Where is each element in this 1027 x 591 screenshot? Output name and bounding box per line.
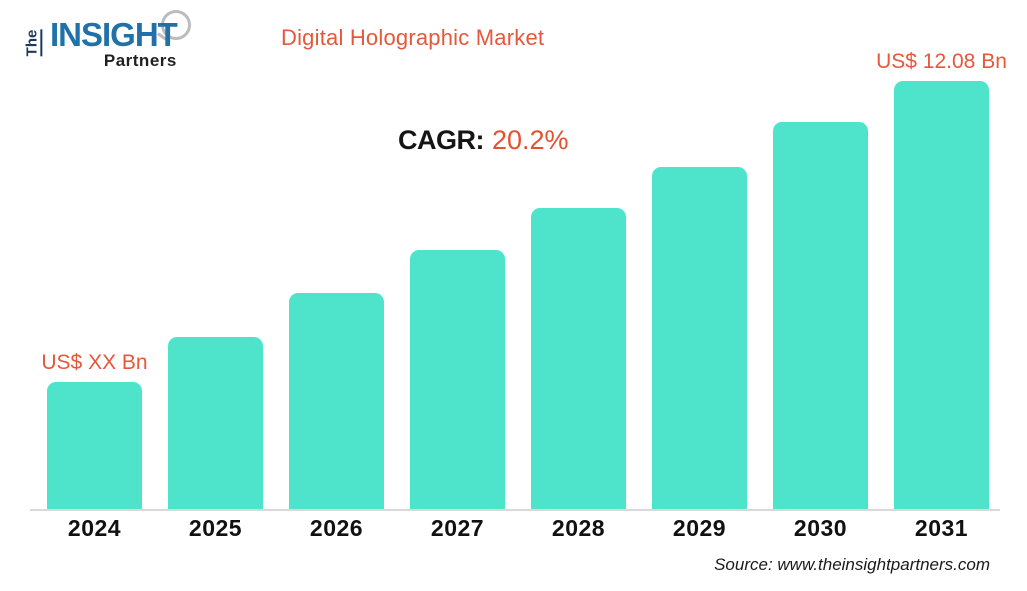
x-tick-label-2029: 2029 bbox=[672, 515, 727, 541]
bar-2030 bbox=[773, 122, 868, 510]
bar-value-label-2024: US$ XX Bn bbox=[41, 351, 148, 374]
x-tick-label-2024: 2024 bbox=[67, 515, 122, 541]
chart-title: Digital Holographic Market bbox=[281, 25, 545, 50]
x-axis-labels: 2024 2025 2026 2027 2028 2029 2030 2031 bbox=[0, 515, 1027, 545]
brand-logo-partners: Partners bbox=[103, 50, 177, 70]
cagr-annotation: CAGR: 20.2% bbox=[398, 125, 569, 156]
brand-logo-main: INSIGHT Partners bbox=[50, 10, 191, 71]
bar-2027 bbox=[410, 250, 505, 510]
bar-2025 bbox=[168, 337, 263, 510]
brand-logo: The INSIGHT Partners bbox=[18, 8, 198, 82]
bar-2029 bbox=[652, 167, 747, 510]
magnifier-icon bbox=[160, 10, 191, 40]
bar-2028 bbox=[531, 208, 626, 510]
bar-2026 bbox=[289, 293, 384, 510]
x-tick-label-2030: 2030 bbox=[793, 515, 848, 541]
bar-value-label-2031: US$ 12.08 Bn bbox=[876, 50, 1007, 73]
x-tick-label-2025: 2025 bbox=[188, 515, 243, 541]
x-tick-label-2028: 2028 bbox=[551, 515, 606, 541]
x-tick-label-2031: 2031 bbox=[914, 515, 969, 541]
source-note: Source: www.theinsightpartners.com bbox=[714, 555, 990, 574]
cagr-label: CAGR: bbox=[398, 125, 485, 155]
cagr-value: 20.2% bbox=[492, 125, 569, 155]
x-tick-label-2026: 2026 bbox=[309, 515, 364, 541]
brand-logo-the: The bbox=[23, 29, 43, 57]
x-tick-label-2027: 2027 bbox=[430, 515, 485, 541]
bar-2031 bbox=[894, 81, 989, 510]
x-axis-line bbox=[30, 509, 1000, 511]
bar-2024 bbox=[47, 382, 142, 510]
brand-logo-insight: INSIGHT bbox=[50, 16, 178, 53]
